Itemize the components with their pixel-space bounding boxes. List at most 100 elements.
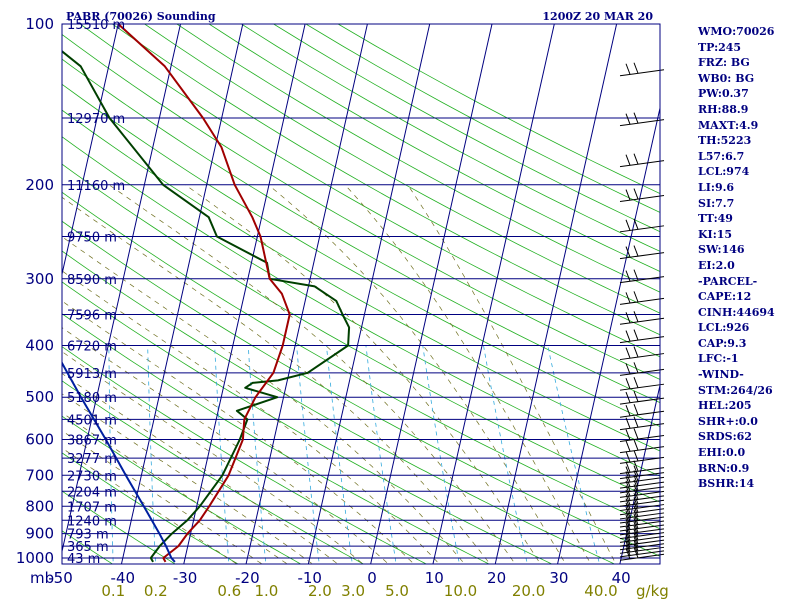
valid-time: 1200Z 20 MAR 20 <box>542 10 653 23</box>
index-item: TT:49 <box>698 212 733 226</box>
wind-barb <box>619 291 665 305</box>
wind-barb <box>619 377 665 391</box>
pressure-tick-label: 700 <box>25 466 54 484</box>
dry-adiabat <box>62 452 239 564</box>
temperature-tick-label: 0 <box>367 569 377 587</box>
index-item: LCL:974 <box>698 165 750 179</box>
pressure-tick-label: 900 <box>25 525 54 543</box>
height-label: 793 m <box>67 528 109 543</box>
index-item: STM:264/26 <box>698 383 773 397</box>
height-label: 7596 m <box>67 309 117 324</box>
wind-barb <box>619 218 665 233</box>
dry-adiabat <box>62 346 428 564</box>
wind-barb <box>619 428 665 442</box>
wind-barb <box>619 547 665 561</box>
wind-barb <box>619 62 665 77</box>
wind-barb <box>619 501 665 516</box>
dry-adiabat <box>62 33 660 380</box>
index-item: SW:146 <box>698 243 745 257</box>
mixing-ratio-line <box>547 345 600 564</box>
wind-barb <box>619 311 665 325</box>
temperature-profile <box>62 50 351 563</box>
mixing-ratio-line <box>108 345 114 564</box>
dry-adiabat <box>112 24 660 336</box>
chart-title: PABR (70026) Sounding <box>66 10 216 23</box>
dry-adiabat <box>79 24 660 358</box>
pressure-tick-label: 500 <box>25 388 54 406</box>
pressure-tick-label: 800 <box>25 497 54 515</box>
moist-adiabat <box>62 327 389 564</box>
moist-adiabat <box>62 430 263 564</box>
height-label: 5180 m <box>67 391 117 406</box>
mixing-ratio-unit-label: g/kg <box>636 582 669 600</box>
moist-adiabat <box>268 184 567 564</box>
wind-barb <box>619 465 665 480</box>
moist-adiabat <box>62 196 491 564</box>
height-label: 15510 m <box>67 18 125 33</box>
mixing-ratio-line <box>147 345 156 564</box>
index-item: PW:0.37 <box>698 87 749 101</box>
dry-adiabat <box>62 530 114 564</box>
height-label: 9750 m <box>67 230 117 245</box>
wind-barb <box>619 404 665 418</box>
height-label: 4501 m <box>67 413 117 428</box>
height-label: 2204 m <box>67 485 117 500</box>
isotherm <box>370 24 493 564</box>
temperature-tick-label: 40 <box>612 569 631 587</box>
isotherm <box>120 24 244 564</box>
index-item: LFC:-1 <box>698 352 739 366</box>
height-label: 43 m <box>67 552 100 567</box>
moist-adiabat <box>62 393 314 564</box>
wind-barb <box>619 509 665 524</box>
height-labels: 15510 m 12970 m 11160 m 9750 m 8590 m 7596 m 6… <box>67 18 125 567</box>
index-item: TH:5223 <box>698 134 752 148</box>
wind-barb <box>619 532 665 547</box>
index-item: WMO:70026 <box>698 25 775 38</box>
moist-adiabat <box>344 184 592 564</box>
mixing-ratio-line <box>214 345 230 564</box>
isotherm <box>432 24 555 564</box>
dry-adiabat <box>62 83 660 427</box>
wind-barb <box>619 513 665 528</box>
index-item: FRZ: BG <box>698 56 750 70</box>
dry-adiabat <box>62 136 660 477</box>
temperature-axis: -50 -40 -30 -20 -10 0 10 20 30 40 <box>48 569 630 587</box>
temperature-tick-label: -20 <box>235 569 260 587</box>
height-label: 1707 m <box>67 500 117 515</box>
mixing-ratio-line <box>326 345 353 564</box>
pressure-axis: 100 200 300 400 500 600 700 800 900 1000 <box>16 15 54 567</box>
moist-adiabat <box>108 184 516 564</box>
index-item: L57:6.7 <box>698 149 745 163</box>
wind-barb <box>619 536 665 551</box>
index-item: LCL:926 <box>698 321 750 335</box>
mixing-ratio-line <box>365 345 397 564</box>
index-item: CAP:9.3 <box>698 336 747 350</box>
wind-barb <box>619 517 665 532</box>
mixing-ratio-line <box>422 345 460 564</box>
wind-barb <box>619 540 665 554</box>
index-item: -PARCEL- <box>698 274 758 288</box>
pressure-tick-label: 1000 <box>16 549 54 567</box>
height-label: 11160 m <box>67 179 125 194</box>
parcel-profile <box>62 361 176 563</box>
wind-barb <box>619 153 665 168</box>
wind-barb <box>619 525 665 540</box>
moist-adiabat <box>407 184 617 564</box>
isobars <box>62 23 660 559</box>
index-item: EHI:0.0 <box>698 446 746 460</box>
wind-barb <box>619 416 665 431</box>
wind-barb <box>619 450 665 464</box>
isotherm <box>619 383 660 564</box>
mixing-ratio-tick-label: 1.0 <box>254 582 278 600</box>
dry-adiabat <box>62 490 176 564</box>
height-label: 365 m <box>67 540 109 555</box>
dry-adiabat <box>62 250 616 564</box>
wind-barb <box>619 245 665 260</box>
isotherm <box>62 24 119 277</box>
temperature-tick-label: -30 <box>173 569 198 587</box>
wind-barb <box>619 269 665 284</box>
dewpoint-profile <box>117 24 291 563</box>
dry-adiabat <box>62 163 660 503</box>
pressure-tick-label: 200 <box>25 176 54 194</box>
height-label: 2730 m <box>67 469 117 484</box>
